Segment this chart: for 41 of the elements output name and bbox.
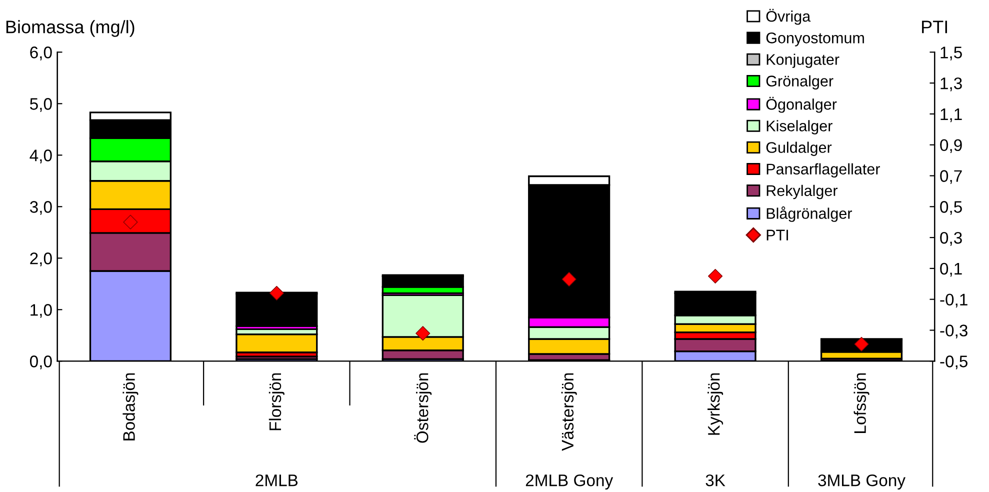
y2-tick-label: 0,9 xyxy=(940,139,962,154)
text: 2MLB Gony xyxy=(526,474,614,490)
legend-label: Övriga xyxy=(766,8,811,25)
text: 2MLB xyxy=(256,474,298,486)
x-tick-label: Västersjön xyxy=(561,373,577,451)
y-tick-label: 3,0 xyxy=(30,201,52,215)
legend-label: Pansarflagellater xyxy=(766,163,880,178)
y-tick-label: 4,0 xyxy=(30,150,52,164)
legend-label: Rekylalger xyxy=(766,184,838,200)
legend-label: Konjugater xyxy=(766,54,840,68)
y2-tick-label: 1,5 xyxy=(940,46,962,60)
y-tick-label: 1,0 xyxy=(30,304,52,318)
legend-label: Blågrönalger xyxy=(766,206,852,222)
x-tick-label: Bodasjön xyxy=(122,373,138,440)
y2-tick-label: 1,1 xyxy=(940,108,962,122)
y-axis-title: Biomassa (mg/l) xyxy=(6,20,134,37)
legend-label: PTI xyxy=(766,230,788,240)
y-tick-label: 2,0 xyxy=(30,252,52,266)
y-tick-label: 0,0 xyxy=(30,356,52,370)
y2-axis-title: PTI xyxy=(922,20,947,34)
y2-tick-label: -0,3 xyxy=(940,324,968,338)
text: 3K xyxy=(706,474,726,486)
x-tick-label: Östersjön xyxy=(414,373,432,443)
x-tick-label: Florsjön xyxy=(268,373,284,430)
legend-label: Ögonalger xyxy=(766,96,837,113)
y2-tick-label: 0,1 xyxy=(940,262,962,277)
x-tick-label: Lofssjön xyxy=(854,373,870,433)
y2-tick-label: -0,5 xyxy=(940,356,968,370)
legend-label: Gonyostomum xyxy=(766,32,864,46)
y2-tick-label: -0,1 xyxy=(940,294,968,308)
y-tick-label: 5,0 xyxy=(30,98,52,112)
legend-label: Kiselalger xyxy=(766,120,832,134)
legend-label: Guldalger xyxy=(766,142,832,156)
y2-tick-label: 1,3 xyxy=(940,77,962,92)
text: 3MLB Gony xyxy=(818,474,906,490)
y2-tick-label: 0,5 xyxy=(940,201,962,215)
y-tick-label: 6,0 xyxy=(30,46,52,60)
y2-tick-label: 0,7 xyxy=(940,170,962,184)
legend-label: Grönalger xyxy=(766,75,834,90)
y2-tick-label: 0,3 xyxy=(940,232,962,246)
x-tick-label: Kyrksjön xyxy=(708,373,724,435)
